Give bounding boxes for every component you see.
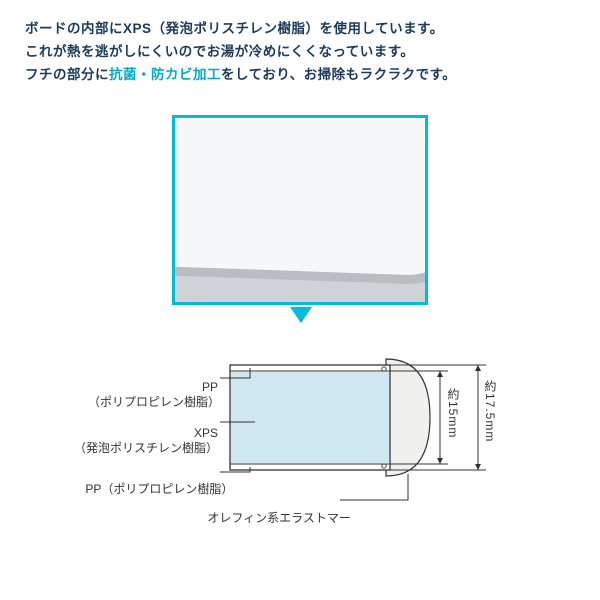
cross-section-diagram: PP（ポリプロピレン樹脂） XPS（発泡ポリスチレン樹脂） PP（ポリプロピレン… [0, 340, 600, 580]
label-pp-top-1: PP [202, 380, 218, 394]
label-olefin: オレフィン系エラストマー [194, 495, 340, 542]
line2: これが熱を逃がしにくいのでお湯が冷めにくくなっています。 [25, 44, 414, 59]
label-xps: XPS（発泡ポリスチレン樹脂） [72, 410, 218, 472]
pointer-triangle-icon [290, 307, 312, 323]
label-pp-bottom-text: PP（ポリプロピレン樹脂） [85, 482, 233, 496]
label-olefin-text: オレフィン系エラストマー [207, 511, 351, 525]
label-xps-2: （発泡ポリスチレン樹脂） [74, 441, 218, 455]
label-xps-1: XPS [194, 426, 218, 440]
line3a: フチの部分に [25, 67, 109, 82]
intro-paragraph: ボードの内部にXPS（発泡ポリスチレン樹脂）を使用しています。 これが熱を逃がし… [25, 18, 575, 87]
product-photo [175, 118, 425, 302]
line3b: をしており、お掃除もラクラクです。 [221, 67, 456, 82]
line1a: ボードの内部にXPS [25, 21, 152, 36]
label-pp-top-2: （ポリプロピレン樹脂） [88, 395, 220, 409]
dim-inner-label: 約15mm [445, 388, 462, 438]
line1b: （発泡ポリスチレン樹脂） [152, 21, 320, 36]
line1c: を使用しています。 [320, 21, 444, 36]
dim-outer-label: 約17.5mm [482, 380, 499, 442]
product-photo-frame [172, 115, 428, 305]
line3-highlight: 抗菌・防カビ加工 [109, 67, 221, 82]
